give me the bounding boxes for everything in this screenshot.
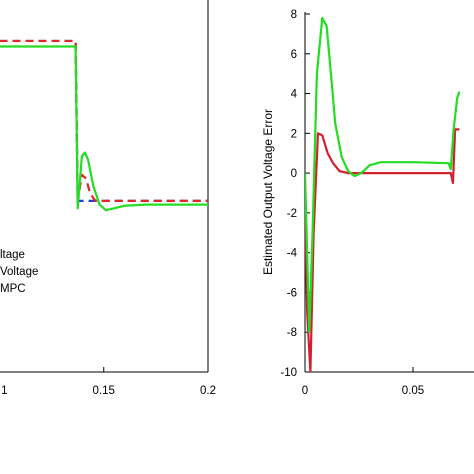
right-series-line-2: [305, 16, 461, 334]
legend-entry-1: ltage: [0, 249, 25, 261]
right-series-line-1: [305, 128, 460, 372]
left-series-group: [0, 39, 208, 212]
right-y-tick-label: 6: [291, 49, 297, 61]
left-x-tick-label: 0.1: [0, 385, 8, 397]
right-y-tick-label: -4: [287, 248, 298, 260]
left-series-line-2: [0, 39, 208, 202]
left-x-ticks: 0.1 0.15 0.2: [0, 367, 216, 397]
right-y-tick-label: -6: [287, 287, 297, 299]
left-x-tick-label: 0.2: [200, 385, 216, 397]
y-axis-label: Estimated Output Voltage Error: [261, 109, 275, 275]
right-y-ticks: -10 -8 -6 -4 -2 0 2 4 6 8: [280, 9, 310, 379]
legend: ltage Voltage MPC: [0, 249, 38, 295]
legend-entry-3: MPC: [0, 283, 26, 295]
right-y-tick-label: 0: [291, 168, 297, 180]
right-y-tick-label: 2: [291, 128, 297, 140]
right-x-tick-label: 0: [302, 385, 308, 397]
right-y-tick-label: -8: [287, 327, 297, 339]
right-x-ticks: 0 0.05: [302, 367, 424, 397]
legend-entry-2: Voltage: [0, 266, 38, 278]
chart-left: 0.1 0.15 0.2 ltage Voltage MPC: [0, 0, 216, 397]
left-series-line-3: [0, 45, 208, 212]
right-y-tick-label: -2: [287, 208, 297, 220]
right-x-tick-label: 0.05: [402, 385, 424, 397]
right-y-tick-label: -10: [280, 367, 297, 379]
right-y-tick-label: 8: [291, 9, 297, 21]
left-series-line-1: [0, 39, 208, 202]
right-series-group: [305, 16, 461, 372]
right-y-tick-label: 4: [291, 89, 298, 101]
left-x-tick-label: 0.15: [93, 385, 115, 397]
